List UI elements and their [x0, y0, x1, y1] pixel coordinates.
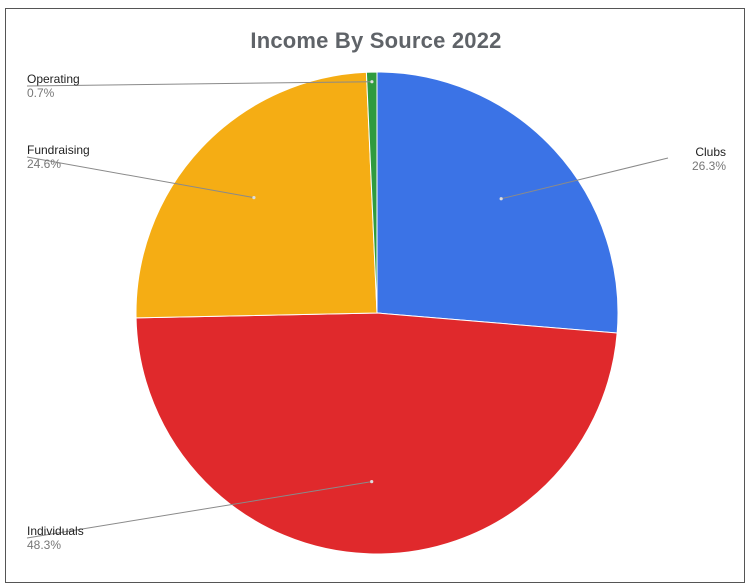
slice-label-operating: Operating 0.7%	[27, 72, 80, 100]
pie-slice-fundraising	[135, 71, 378, 319]
slice-label-fundraising: Fundraising 24.6%	[27, 143, 90, 171]
leader-dot-individuals	[370, 480, 374, 484]
leader-line-clubs	[501, 157, 669, 200]
leader-line-individuals	[26, 481, 372, 539]
slice-percent: 26.3%	[691, 159, 726, 173]
chart-title: Income By Source 2022	[250, 28, 502, 53]
slice-name: Clubs	[695, 145, 726, 159]
slice-percent: 24.6%	[27, 157, 62, 171]
slice-name: Operating	[27, 72, 80, 86]
slice-label-clubs: Clubs 26.3%	[660, 145, 726, 173]
slice-percent: 0.7%	[27, 86, 55, 100]
pie-slice-individuals	[135, 312, 618, 555]
slice-label-individuals: Individuals 48.3%	[27, 524, 84, 552]
leader-dot-clubs	[499, 197, 503, 201]
leader-dot-operating	[370, 80, 374, 84]
slice-name: Fundraising	[27, 143, 90, 157]
leader-line-fundraising	[26, 156, 255, 199]
leader-dot-fundraising	[252, 196, 256, 200]
pie-slice-operating	[365, 71, 378, 314]
leader-line-operating	[26, 81, 372, 87]
pie-slice-clubs	[376, 71, 619, 334]
slice-name: Individuals	[27, 524, 84, 538]
slice-percent: 48.3%	[27, 538, 62, 552]
